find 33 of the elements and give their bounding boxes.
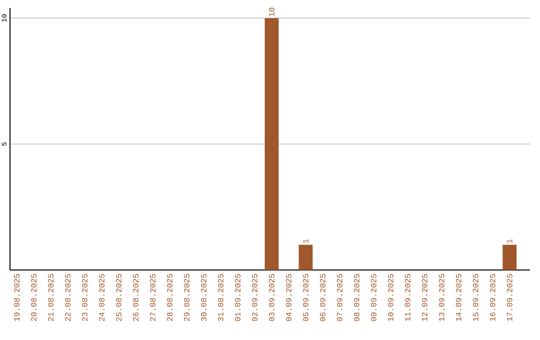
x-tick-label: 17.09.2025 [506,274,512,321]
x-tick-label: 11.09.2025 [404,274,410,321]
x-tick-label: 22.08.2025 [65,274,70,321]
x-tick-label: 21.08.2025 [48,274,54,321]
x-tick-label: 05.09.2025 [302,274,308,322]
x-tick-label: 30.08.2025 [201,274,206,322]
data-label: 1 [303,239,308,244]
x-tick-label: 27.08.2025 [150,274,156,321]
data-label: 10 [268,8,274,16]
x-tick-label: 10.09.2025 [388,274,394,321]
x-tick-label: 24.08.2025 [99,274,104,321]
x-tick-label: 31.08.2025 [218,274,224,322]
x-tick-label: 14.09.2025 [456,274,462,321]
x-tick-label: 19.08.2025 [14,274,20,321]
x-tick-label: 13.09.2025 [438,274,444,321]
x-tick-label: 29.08.2025 [184,274,190,321]
x-tick-label: 26.08.2025 [133,274,138,321]
x-tick-label: 25.08.2025 [116,274,122,321]
x-tick-label: 01.09.2025 [235,274,240,322]
x-tick-label: 23.08.2025 [82,274,88,321]
x-tick-label: 08.09.2025 [354,274,360,322]
x-tick-label: 15.09.2025 [472,274,478,321]
x-tick-label: 04.09.2025 [286,274,292,322]
x-tick-label: 28.08.2025 [167,274,172,321]
x-tick-label: 12.09.2025 [422,274,428,321]
x-tick-label: 16.09.2025 [490,274,496,321]
x-tick-label: 20.08.2025 [31,274,37,321]
x-tick-label: 06.09.2025 [320,274,326,322]
x-tick-label: 03.09.2025 [268,274,274,322]
x-tick-label: 02.09.2025 [252,274,258,322]
x-tick-label: 09.09.2025 [370,274,376,322]
data-label: 1 [506,239,512,244]
x-tick-label: 07.09.2025 [336,274,342,322]
